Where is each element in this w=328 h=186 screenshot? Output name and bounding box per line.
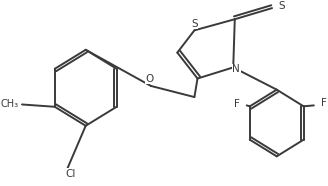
Text: CH₃: CH₃	[0, 99, 18, 109]
Text: Cl: Cl	[65, 169, 75, 179]
Text: N: N	[233, 64, 240, 74]
Text: F: F	[234, 100, 239, 110]
Text: O: O	[145, 73, 154, 84]
Text: S: S	[191, 19, 198, 29]
Text: S: S	[278, 1, 285, 11]
Text: F: F	[321, 98, 327, 108]
